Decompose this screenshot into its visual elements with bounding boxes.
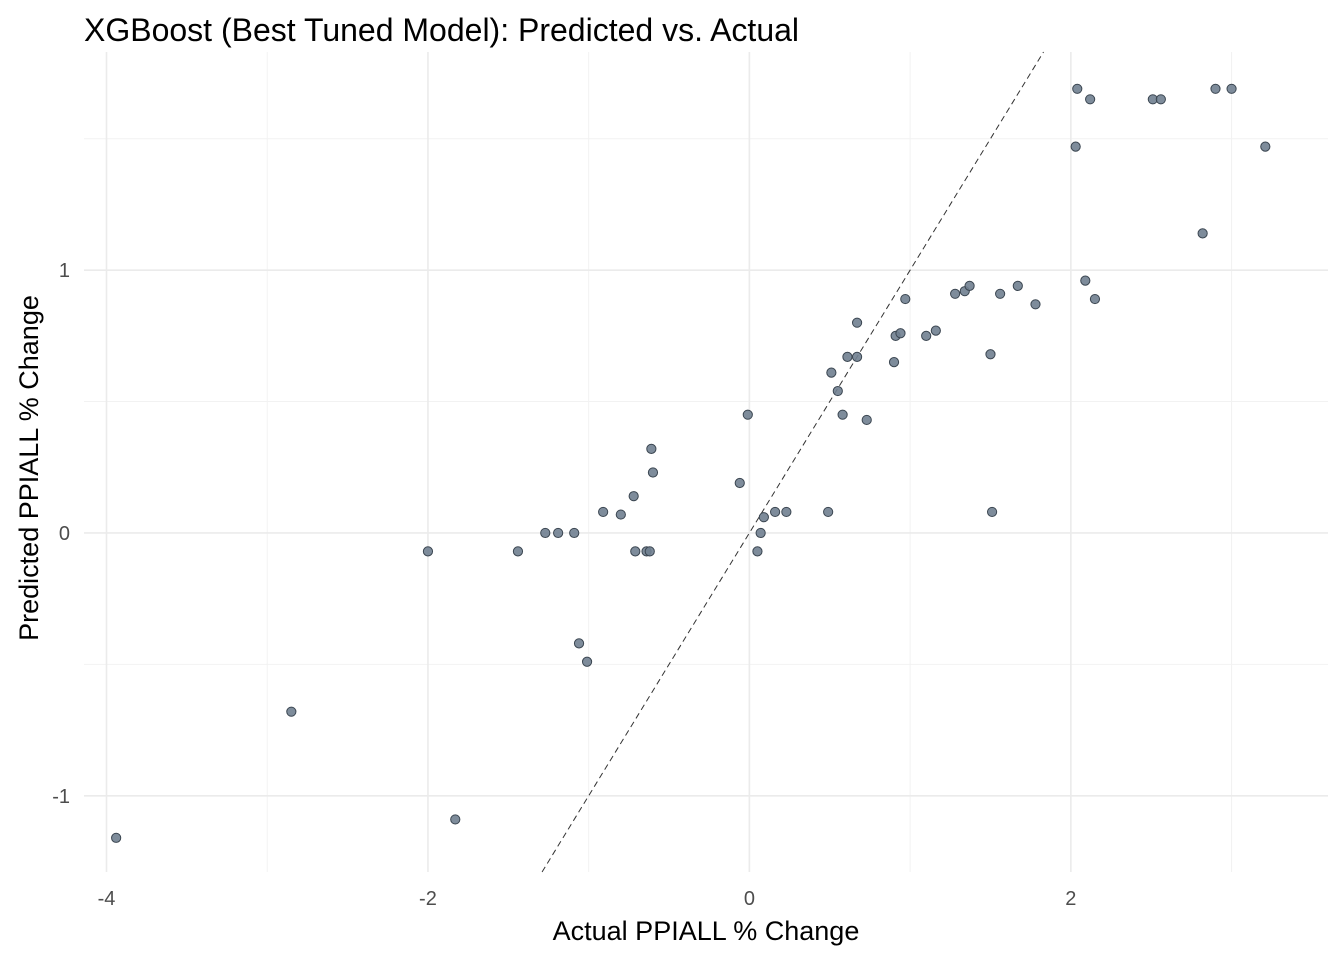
data-point — [921, 330, 932, 341]
data-point — [781, 506, 792, 518]
data-point — [742, 409, 753, 420]
data-point — [1155, 94, 1166, 105]
data-point — [1226, 83, 1237, 94]
data-point — [646, 443, 657, 454]
data-point — [861, 414, 872, 426]
data-point — [644, 546, 655, 557]
y-axis-title: Predicted PPIALL % Change — [14, 295, 44, 641]
data-point — [630, 546, 641, 557]
data-point — [950, 288, 961, 299]
data-points — [111, 83, 1271, 843]
data-point — [553, 527, 564, 539]
data-point — [1089, 293, 1101, 305]
x-tick-label: -2 — [419, 888, 437, 910]
data-point — [1070, 141, 1081, 152]
data-point — [569, 527, 580, 539]
data-point — [581, 656, 593, 667]
identity-reference-line — [541, 51, 1044, 873]
data-point — [930, 325, 941, 336]
data-point — [826, 367, 837, 378]
y-tick-label: 1 — [59, 260, 70, 282]
data-point — [832, 385, 843, 397]
data-point — [985, 349, 996, 360]
x-axis-ticks: -4 -2 0 2 — [98, 888, 1077, 910]
data-point — [615, 509, 626, 520]
data-point — [770, 506, 781, 518]
data-point — [286, 706, 297, 717]
data-point — [900, 293, 911, 305]
data-point — [422, 546, 434, 557]
data-point — [573, 638, 585, 649]
data-point — [1080, 275, 1091, 286]
data-point — [752, 546, 763, 557]
data-point — [647, 467, 659, 478]
data-point — [755, 527, 766, 539]
data-point — [837, 409, 848, 420]
x-tick-label: -4 — [98, 888, 116, 910]
data-point — [1197, 228, 1208, 239]
x-tick-label: 2 — [1065, 888, 1076, 910]
grid-lines — [84, 52, 1328, 872]
data-point — [598, 506, 609, 518]
data-point — [986, 506, 998, 518]
data-point — [1072, 83, 1083, 94]
data-point — [1260, 141, 1271, 152]
data-point — [842, 351, 853, 362]
data-point — [1012, 280, 1023, 292]
data-point — [734, 477, 745, 489]
data-point — [1085, 94, 1096, 105]
data-point — [964, 280, 975, 292]
data-point — [895, 328, 906, 339]
data-point — [111, 832, 122, 843]
data-point — [888, 357, 900, 368]
x-axis-title: Actual PPIALL % Change — [553, 916, 860, 946]
data-point — [628, 491, 639, 502]
data-point — [823, 506, 834, 518]
chart-title: XGBoost (Best Tuned Model): Predicted vs… — [84, 12, 799, 48]
x-tick-label: 0 — [744, 888, 755, 910]
data-point — [851, 317, 863, 328]
data-point — [450, 814, 461, 825]
data-point — [758, 512, 769, 523]
data-point — [1030, 299, 1041, 310]
data-point — [540, 527, 551, 539]
data-point — [995, 288, 1006, 299]
data-point — [512, 546, 524, 557]
y-axis-ticks: -1 0 1 — [52, 260, 70, 808]
data-point — [851, 351, 863, 362]
y-tick-label: -1 — [52, 786, 70, 808]
data-point — [1210, 83, 1221, 94]
y-tick-label: 0 — [59, 523, 70, 545]
